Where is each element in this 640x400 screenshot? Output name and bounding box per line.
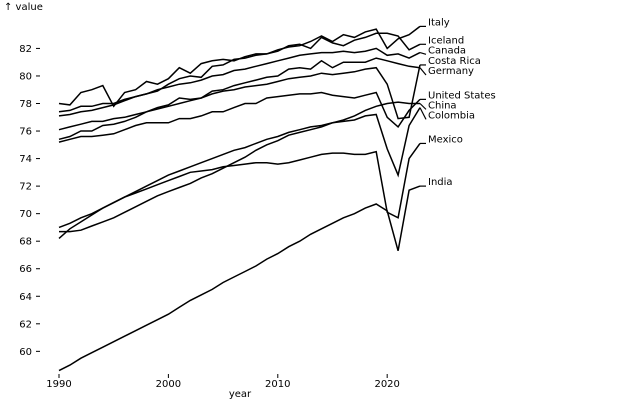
series-label-india: India bbox=[428, 177, 453, 188]
y-tick-label: 78 bbox=[19, 99, 32, 110]
label-leader-china bbox=[419, 103, 427, 110]
series-line-costa-rica bbox=[58, 64, 421, 131]
x-axis-title: year bbox=[229, 389, 252, 400]
x-tick-label: 1990 bbox=[46, 379, 71, 390]
y-tick-label: 64 bbox=[19, 292, 32, 303]
series-line-united-states bbox=[58, 91, 421, 143]
y-axis: 60 62 64 66 68 70 72 74 76 78 80 82 bbox=[19, 44, 40, 358]
label-leader-germany bbox=[419, 67, 427, 76]
series-label-italy: Italy bbox=[428, 17, 450, 28]
series-lines bbox=[58, 25, 421, 372]
label-leader-canada bbox=[419, 51, 427, 55]
x-tick-label: 2010 bbox=[265, 379, 290, 390]
series-label-mexico: Mexico bbox=[428, 134, 463, 145]
series-label-costa-rica: Costa Rica bbox=[428, 56, 481, 67]
y-tick-label: 82 bbox=[19, 44, 32, 55]
y-tick-label: 72 bbox=[19, 182, 32, 193]
series-label-iceland: Iceland bbox=[428, 35, 464, 46]
series-label-canada: Canada bbox=[428, 45, 466, 56]
label-leader-colombia bbox=[419, 107, 427, 120]
y-tick-label: 70 bbox=[19, 209, 32, 220]
series-label-germany: Germany bbox=[428, 66, 474, 77]
series-line-italy bbox=[58, 25, 421, 117]
x-axis: 1990 2000 2010 2020 bbox=[46, 374, 400, 390]
y-tick-label: 76 bbox=[19, 127, 32, 138]
series-label-united-states: United States bbox=[428, 90, 496, 101]
y-tick-label: 74 bbox=[19, 154, 32, 165]
series-line-iceland bbox=[58, 32, 421, 108]
y-tick-label: 62 bbox=[19, 319, 32, 330]
x-tick-label: 2000 bbox=[156, 379, 181, 390]
y-tick-label: 60 bbox=[19, 347, 32, 358]
y-tick-label: 68 bbox=[19, 237, 32, 248]
y-axis-title: ↑ value bbox=[4, 2, 43, 13]
series-line-india bbox=[58, 185, 421, 372]
series-line-mexico bbox=[58, 142, 421, 229]
y-tick-label: 66 bbox=[19, 264, 32, 275]
y-tick-label: 80 bbox=[19, 71, 32, 82]
series-label-colombia: Colombia bbox=[428, 110, 475, 121]
x-tick-label: 2020 bbox=[374, 379, 399, 390]
series-line-canada bbox=[58, 47, 421, 113]
series-line-germany bbox=[58, 57, 421, 141]
series-label-china: China bbox=[428, 100, 457, 111]
series-line-china bbox=[59, 101, 420, 233]
